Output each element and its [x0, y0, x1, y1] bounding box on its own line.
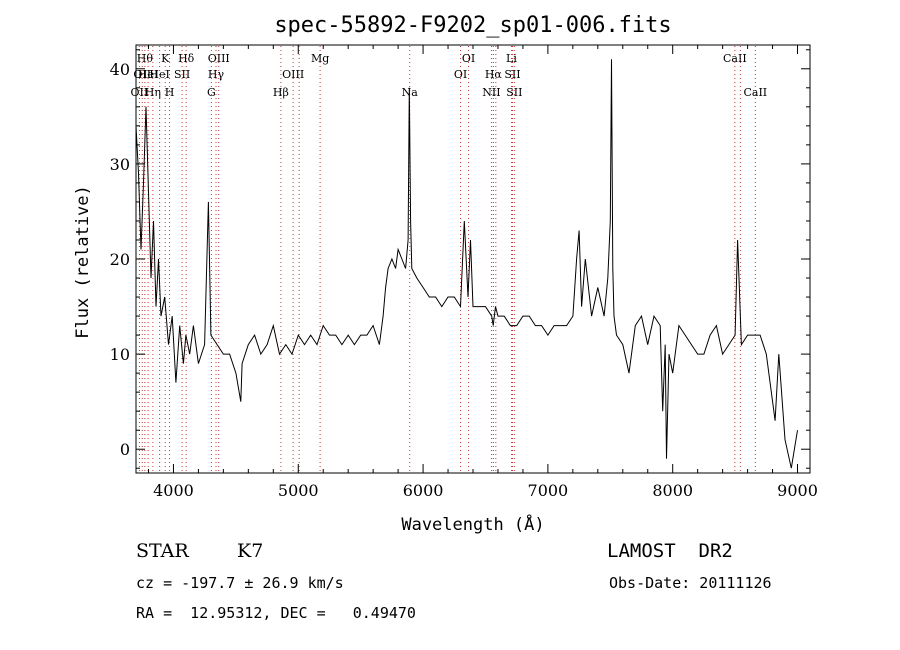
redshift-value: cz = -197.7 ± 26.9 km/s	[136, 574, 344, 592]
x-tick-label: 5000	[278, 481, 319, 500]
spectral-line-label: K	[161, 52, 170, 65]
spectral-line-labels: OIIOIIHθHeIHηHeIKHSIIHδGHγOIIIHβOIIIMgNa…	[131, 52, 768, 99]
x-tick-label: 8000	[652, 481, 693, 500]
spectral-line-label: Mg	[311, 52, 329, 65]
object-subclass: K7	[237, 540, 264, 562]
spectral-line-label: SII	[174, 68, 190, 81]
x-tick-label: 7000	[528, 481, 569, 500]
spectral-line-label: SII	[506, 86, 522, 99]
spectral-line-label: Hα	[485, 68, 503, 81]
x-tick-label: 9000	[777, 481, 818, 500]
object-class: STAR	[136, 540, 189, 562]
spectral-line-label: CaII	[743, 86, 767, 99]
spectral-line-label: OII	[133, 68, 151, 81]
y-tick-label: 40	[110, 60, 130, 79]
spectral-line-label: SII	[504, 68, 520, 81]
y-tick-label: 20	[110, 250, 130, 269]
plot-frame	[135, 44, 811, 474]
spectral-line-label: OI	[462, 52, 475, 65]
y-tick-label: 30	[110, 155, 130, 174]
spectral-line-label: OIII	[282, 68, 304, 81]
coordinates: RA = 12.95312, DEC = 0.49470	[136, 604, 416, 622]
spectral-line-label: Hγ	[208, 68, 225, 81]
x-axis-label: Wavelength (Å)	[401, 513, 544, 535]
spectral-line-label: Li	[506, 52, 517, 65]
spectral-line-label: HeI	[149, 68, 169, 81]
spectral-line-label: Na	[402, 86, 419, 99]
survey-name: LAMOST DR2	[607, 540, 733, 562]
y-axis-label: Flux (relative)	[73, 185, 93, 339]
spectral-line-label: CaII	[723, 52, 747, 65]
spectral-line-label: OII	[131, 86, 149, 99]
observation-date: Obs-Date: 20111126	[609, 574, 772, 592]
y-tick-label: 10	[110, 345, 130, 364]
spectral-line-label: G	[207, 86, 216, 99]
axis-ticks: 4000 5000 6000 7000 8000 9000 0 10 20 30 40	[110, 45, 818, 500]
spectral-line-label: Hδ	[178, 52, 195, 65]
spectral-line-label: OI	[454, 68, 467, 81]
spectral-line-label: NII	[482, 86, 500, 99]
spectrum-line	[135, 59, 798, 469]
spectral-line-label: Hβ	[273, 86, 289, 99]
spectral-line-label: OIII	[208, 52, 230, 65]
spectral-line-label: HeI	[138, 68, 158, 81]
spectral-line-markers	[138, 46, 756, 472]
spectral-line-label: H	[165, 86, 175, 99]
x-tick-label: 6000	[403, 481, 444, 500]
y-tick-label: 0	[120, 440, 130, 459]
spectral-line-label: Hη	[145, 86, 161, 99]
chart-title: spec-55892-F9202_sp01-006.fits	[274, 13, 671, 38]
x-tick-label: 4000	[153, 481, 194, 500]
spectral-line-label: Hθ	[137, 52, 154, 65]
